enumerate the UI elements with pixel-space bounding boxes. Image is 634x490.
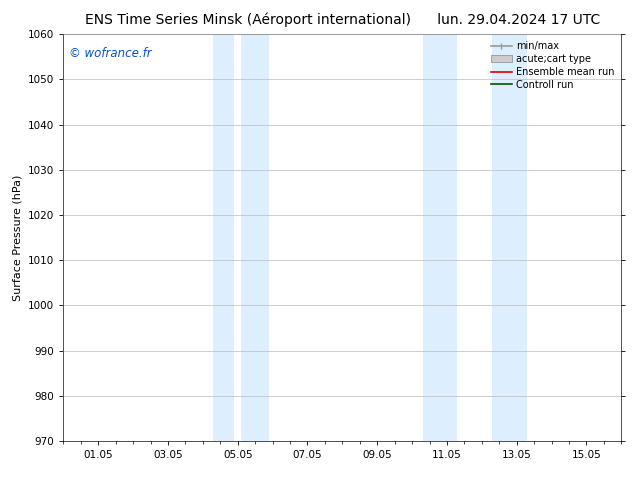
Bar xyxy=(422,34,458,441)
Y-axis label: Surface Pressure (hPa): Surface Pressure (hPa) xyxy=(13,174,23,301)
Text: © wofrance.fr: © wofrance.fr xyxy=(69,47,152,59)
Bar xyxy=(241,34,269,441)
Bar xyxy=(213,34,235,441)
Bar xyxy=(493,34,527,441)
Text: ENS Time Series Minsk (Aéroport international)      lun. 29.04.2024 17 UTC: ENS Time Series Minsk (Aéroport internat… xyxy=(85,12,600,27)
Legend: min/max, acute;cart type, Ensemble mean run, Controll run: min/max, acute;cart type, Ensemble mean … xyxy=(489,39,616,92)
